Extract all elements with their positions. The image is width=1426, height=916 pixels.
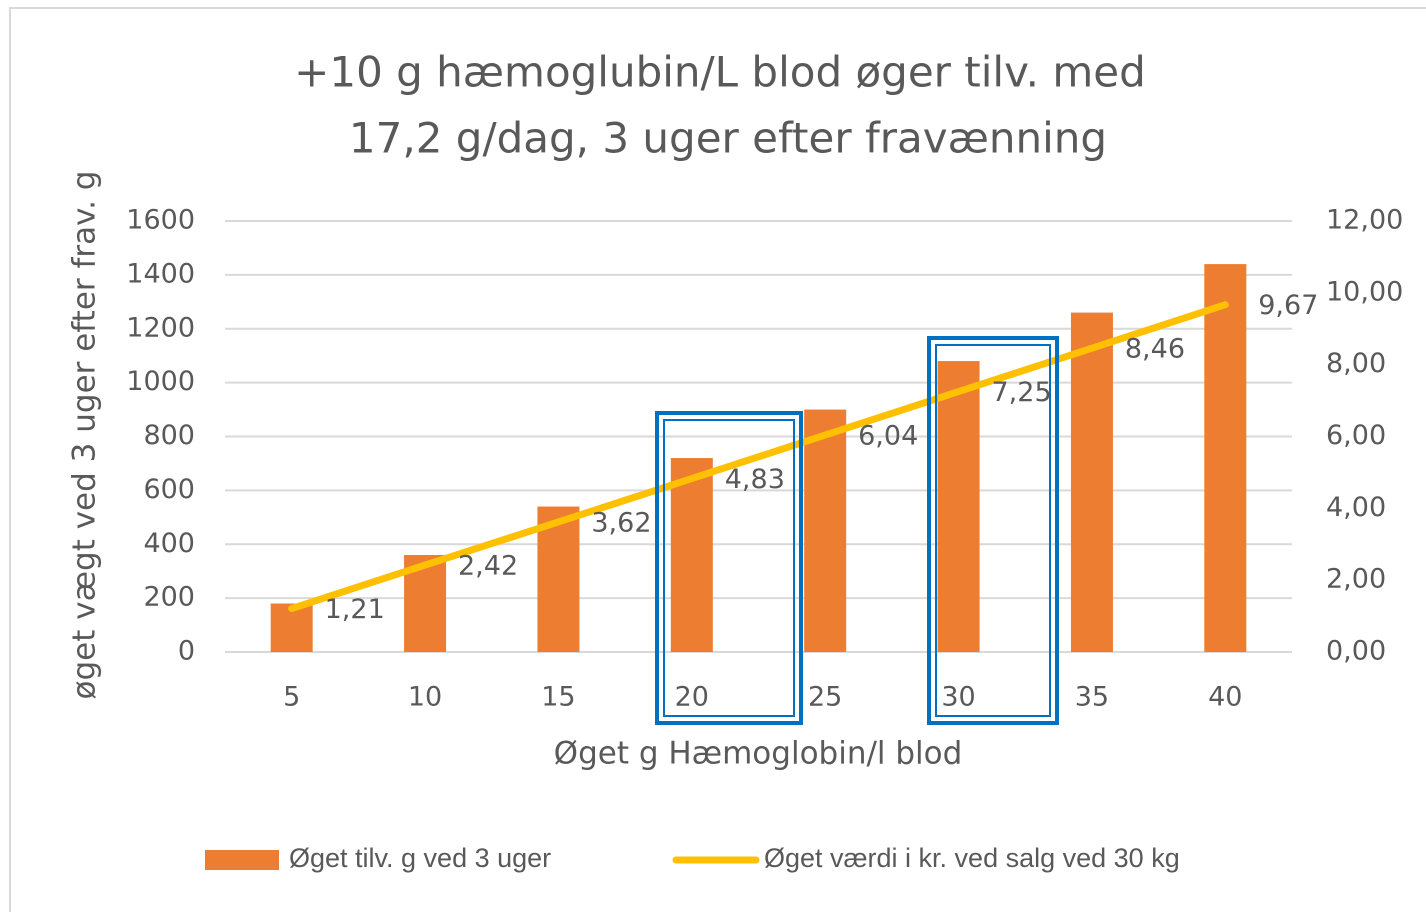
y-tick-label: 200: [143, 582, 195, 613]
highlight-box: [927, 336, 1059, 725]
plot-area: 0 200 400 600 800 1000 1200 1400 1600 0,00 2,00 4,0…: [126, 205, 1403, 713]
y-tick-label: 400: [143, 528, 195, 559]
x-tick-label: 30: [941, 682, 975, 713]
legend-label: Øget tilv. g ved 3 uger: [289, 843, 551, 873]
y2-tick-label: 10,00: [1326, 276, 1403, 307]
bar: [1204, 264, 1247, 652]
y2-tick-label: 4,00: [1326, 492, 1386, 523]
data-label: 4,83: [725, 464, 785, 495]
data-label: 8,46: [1125, 334, 1185, 365]
bar: [804, 409, 847, 652]
y-tick-label: 1000: [126, 366, 195, 397]
x-tick-label: 25: [808, 682, 842, 713]
data-label: 6,04: [858, 421, 918, 452]
chart-frame: [9, 7, 1426, 916]
x-tick-label: 35: [1075, 682, 1109, 713]
y2-tick-label: 8,00: [1326, 348, 1386, 379]
y2-tick-label: 12,00: [1326, 205, 1403, 236]
y-tick-label: 600: [143, 474, 195, 505]
bar: [670, 458, 713, 652]
x-tick-label: 40: [1208, 682, 1242, 713]
legend-swatch: [205, 850, 279, 870]
bar: [937, 361, 980, 652]
line: [288, 301, 1229, 613]
data-label: 1,21: [325, 594, 385, 625]
x-tick-label: 15: [541, 682, 575, 713]
y-tick-label: 1200: [126, 312, 195, 343]
x-tick-label: 10: [408, 682, 442, 713]
highlight-box: [655, 411, 803, 725]
y-tick-label: 1600: [126, 205, 195, 236]
x-tick-label: 5: [283, 682, 300, 713]
x-tick-label: 20: [675, 682, 709, 713]
y2-tick-label: 2,00: [1326, 564, 1386, 595]
bar: [1070, 312, 1113, 652]
chart-title: 17,2 g/dag, 3 uger efter fravænning: [349, 114, 1107, 163]
y-tick-label: 1400: [126, 258, 195, 289]
data-label: 7,25: [992, 377, 1052, 408]
bar: [537, 506, 580, 652]
y-axis-label: øget vægt ved 3 uger efter frav. g: [67, 171, 103, 700]
x-axis-label: Øget g Hæmoglobin/l blod: [554, 736, 963, 772]
y-tick-label: 800: [143, 420, 195, 451]
data-label: 2,42: [458, 551, 518, 582]
y2-tick-label: 6,00: [1326, 420, 1386, 451]
legend-label: Øget værdi i kr. ved salg ved 30 kg: [764, 843, 1180, 873]
y2-tick-label: 0,00: [1326, 636, 1386, 667]
chart-title: +10 g hæmoglubin/L blod øger tilv. med: [294, 48, 1146, 97]
data-label: 9,67: [1258, 290, 1318, 321]
data-label: 3,62: [591, 507, 651, 538]
y-tick-label: 0: [178, 636, 195, 667]
